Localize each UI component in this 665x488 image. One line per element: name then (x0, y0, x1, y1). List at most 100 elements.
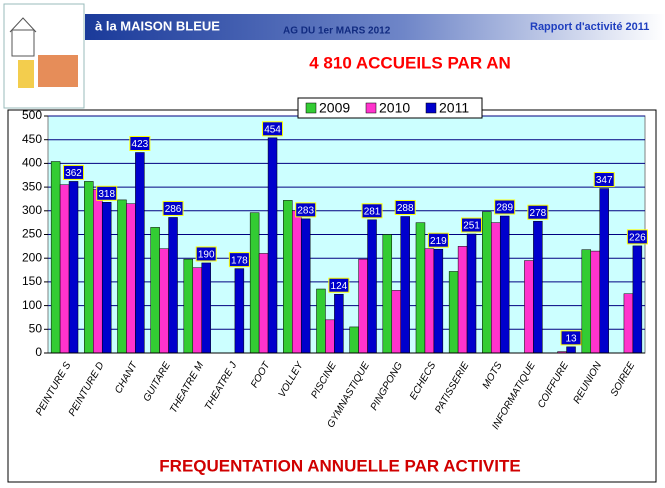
bar (457, 246, 468, 354)
data-label-box (427, 232, 449, 248)
bar (126, 203, 136, 354)
bar (316, 288, 326, 354)
data-label-box (96, 185, 118, 201)
y-tick-label: 300 (22, 203, 42, 217)
bar (258, 253, 269, 354)
x-tick-label: THEATRE M (168, 360, 206, 415)
bar (183, 258, 194, 354)
bar (623, 293, 634, 354)
bar (201, 262, 211, 354)
data-label: 286 (165, 204, 182, 215)
y-tick-label: 200 (22, 250, 42, 264)
bar (533, 220, 543, 354)
bar (283, 200, 293, 354)
chart-title: 4 810 ACCUEILS PAR AN (309, 53, 511, 72)
bar (101, 202, 112, 354)
bar (292, 210, 302, 354)
bar (234, 268, 245, 354)
x-tick-label: SOIREE (609, 360, 638, 399)
legend-swatch (305, 102, 317, 114)
x-tick-label: VOLLEY (277, 359, 307, 399)
bar (491, 222, 501, 354)
legend-label: 2010 (379, 100, 410, 116)
data-label: 283 (297, 205, 314, 216)
bar (325, 319, 335, 354)
x-tick-label: PATISSERIE (433, 360, 471, 416)
y-tick-label: 0 (35, 345, 42, 359)
data-label-box (195, 246, 217, 262)
data-label-box (527, 204, 549, 220)
logo (3, 3, 85, 109)
bar (159, 248, 169, 354)
data-label: 318 (98, 189, 115, 200)
data-label-box (361, 203, 383, 219)
data-label: 124 (331, 281, 348, 292)
y-tick-label: 400 (22, 156, 42, 170)
bar (334, 293, 344, 354)
bar (192, 267, 202, 354)
bar (415, 222, 426, 354)
data-label-box (162, 200, 184, 216)
bar (599, 188, 609, 354)
data-label-box (593, 172, 615, 188)
bar (249, 212, 260, 354)
data-label-box (129, 135, 151, 151)
bar (367, 219, 377, 354)
y-tick-label: 250 (22, 227, 42, 241)
bar (433, 248, 444, 354)
bar (482, 211, 492, 354)
data-label-box (494, 199, 516, 215)
x-tick-label: ECHECS (408, 360, 439, 402)
bar (382, 234, 393, 354)
data-label: 347 (596, 175, 613, 186)
bar (168, 217, 178, 354)
x-tick-label: PINGPONG (369, 360, 406, 412)
bar (50, 161, 61, 354)
x-tick-label: REUNION (572, 360, 605, 406)
bar (499, 215, 510, 354)
bar (135, 152, 145, 354)
data-label-box (228, 252, 250, 268)
bar (400, 216, 410, 354)
bar (424, 248, 435, 354)
bar (448, 271, 459, 354)
data-label-box (63, 164, 85, 180)
chart-footer: FREQUENTATION ANNUELLE PAR ACTIVITE (159, 456, 520, 475)
data-label: 251 (463, 221, 480, 232)
bar (391, 290, 401, 354)
data-label: 362 (65, 168, 82, 179)
bar (349, 326, 359, 354)
bar (117, 199, 127, 354)
bar (466, 233, 477, 354)
y-tick-label: 350 (22, 179, 42, 193)
header-report: Rapport d'activité 2011 (530, 21, 649, 33)
y-tick-label: 500 (22, 108, 42, 122)
bar (150, 227, 160, 354)
x-tick-label: PEINTURE S (34, 360, 74, 418)
data-label-box (560, 330, 582, 346)
x-tick-label: THEATRE J (203, 359, 240, 412)
data-label: 278 (530, 208, 547, 219)
bar (524, 260, 534, 354)
bar (590, 250, 600, 354)
data-label: 423 (132, 139, 149, 150)
data-label: 219 (430, 236, 447, 247)
data-label-box (262, 121, 284, 137)
header-event: AG DU 1er MARS 2012 (283, 26, 391, 37)
legend-swatch (365, 102, 377, 114)
data-label-box (295, 202, 317, 218)
x-tick-label: CHANT (113, 360, 140, 396)
bar (566, 346, 576, 354)
data-label-box (328, 277, 350, 293)
data-label: 226 (629, 233, 646, 244)
y-tick-label: 150 (22, 274, 42, 288)
bar (300, 218, 311, 354)
x-tick-label: PISCINE (309, 360, 339, 400)
legend-label: 2011 (439, 100, 469, 116)
data-label: 288 (397, 203, 414, 214)
data-label-box (461, 217, 483, 233)
data-label-box (626, 229, 648, 245)
legend-swatch (425, 102, 437, 114)
y-tick-label: 450 (22, 132, 42, 146)
